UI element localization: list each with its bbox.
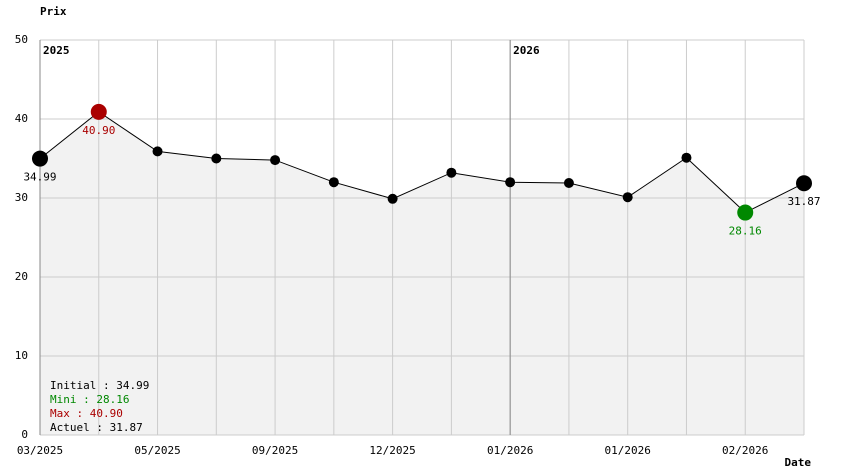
point <box>622 192 633 203</box>
point <box>387 193 398 204</box>
year-marker: 2025 <box>43 44 70 57</box>
value-label: 40.90 <box>82 124 115 137</box>
point <box>737 204 754 221</box>
x-tick-label: 01/2026 <box>605 444 651 457</box>
point <box>90 103 107 120</box>
y-tick-label: 50 <box>15 33 28 46</box>
point <box>505 177 516 188</box>
point <box>681 152 692 163</box>
x-tick-label: 03/2025 <box>17 444 63 457</box>
x-tick-label: 02/2026 <box>722 444 768 457</box>
x-tick-label: 12/2025 <box>369 444 415 457</box>
x-tick-label: 01/2026 <box>487 444 533 457</box>
area <box>40 111 804 435</box>
value-label: 34.99 <box>23 171 56 184</box>
price-line <box>39 111 805 214</box>
y-tick-label: 30 <box>15 191 28 204</box>
summary-line: Mini : 28.16 <box>50 393 129 406</box>
point <box>563 177 574 188</box>
point <box>152 146 163 157</box>
x-axis-label: Date <box>785 456 812 469</box>
point <box>270 155 281 166</box>
summary-line: Actuel : 31.87 <box>50 421 143 434</box>
point <box>446 167 457 178</box>
value-label: 28.16 <box>729 225 762 238</box>
y-axis-label: Prix <box>40 5 67 18</box>
summary-line: Initial : 34.99 <box>50 379 149 392</box>
value-label: 31.87 <box>787 195 820 208</box>
y-tick-label: 20 <box>15 270 28 283</box>
point <box>796 175 812 192</box>
point <box>328 177 339 188</box>
x-tick-label: 05/2025 <box>134 444 180 457</box>
point <box>32 150 48 167</box>
summary-line: Max : 40.90 <box>50 407 123 420</box>
y-tick-label: 0 <box>21 428 28 441</box>
year-marker: 2026 <box>513 44 540 57</box>
y-tick-label: 40 <box>15 112 28 125</box>
y-tick-label: 10 <box>15 349 28 362</box>
point <box>211 153 222 164</box>
x-tick-label: 09/2025 <box>252 444 298 457</box>
